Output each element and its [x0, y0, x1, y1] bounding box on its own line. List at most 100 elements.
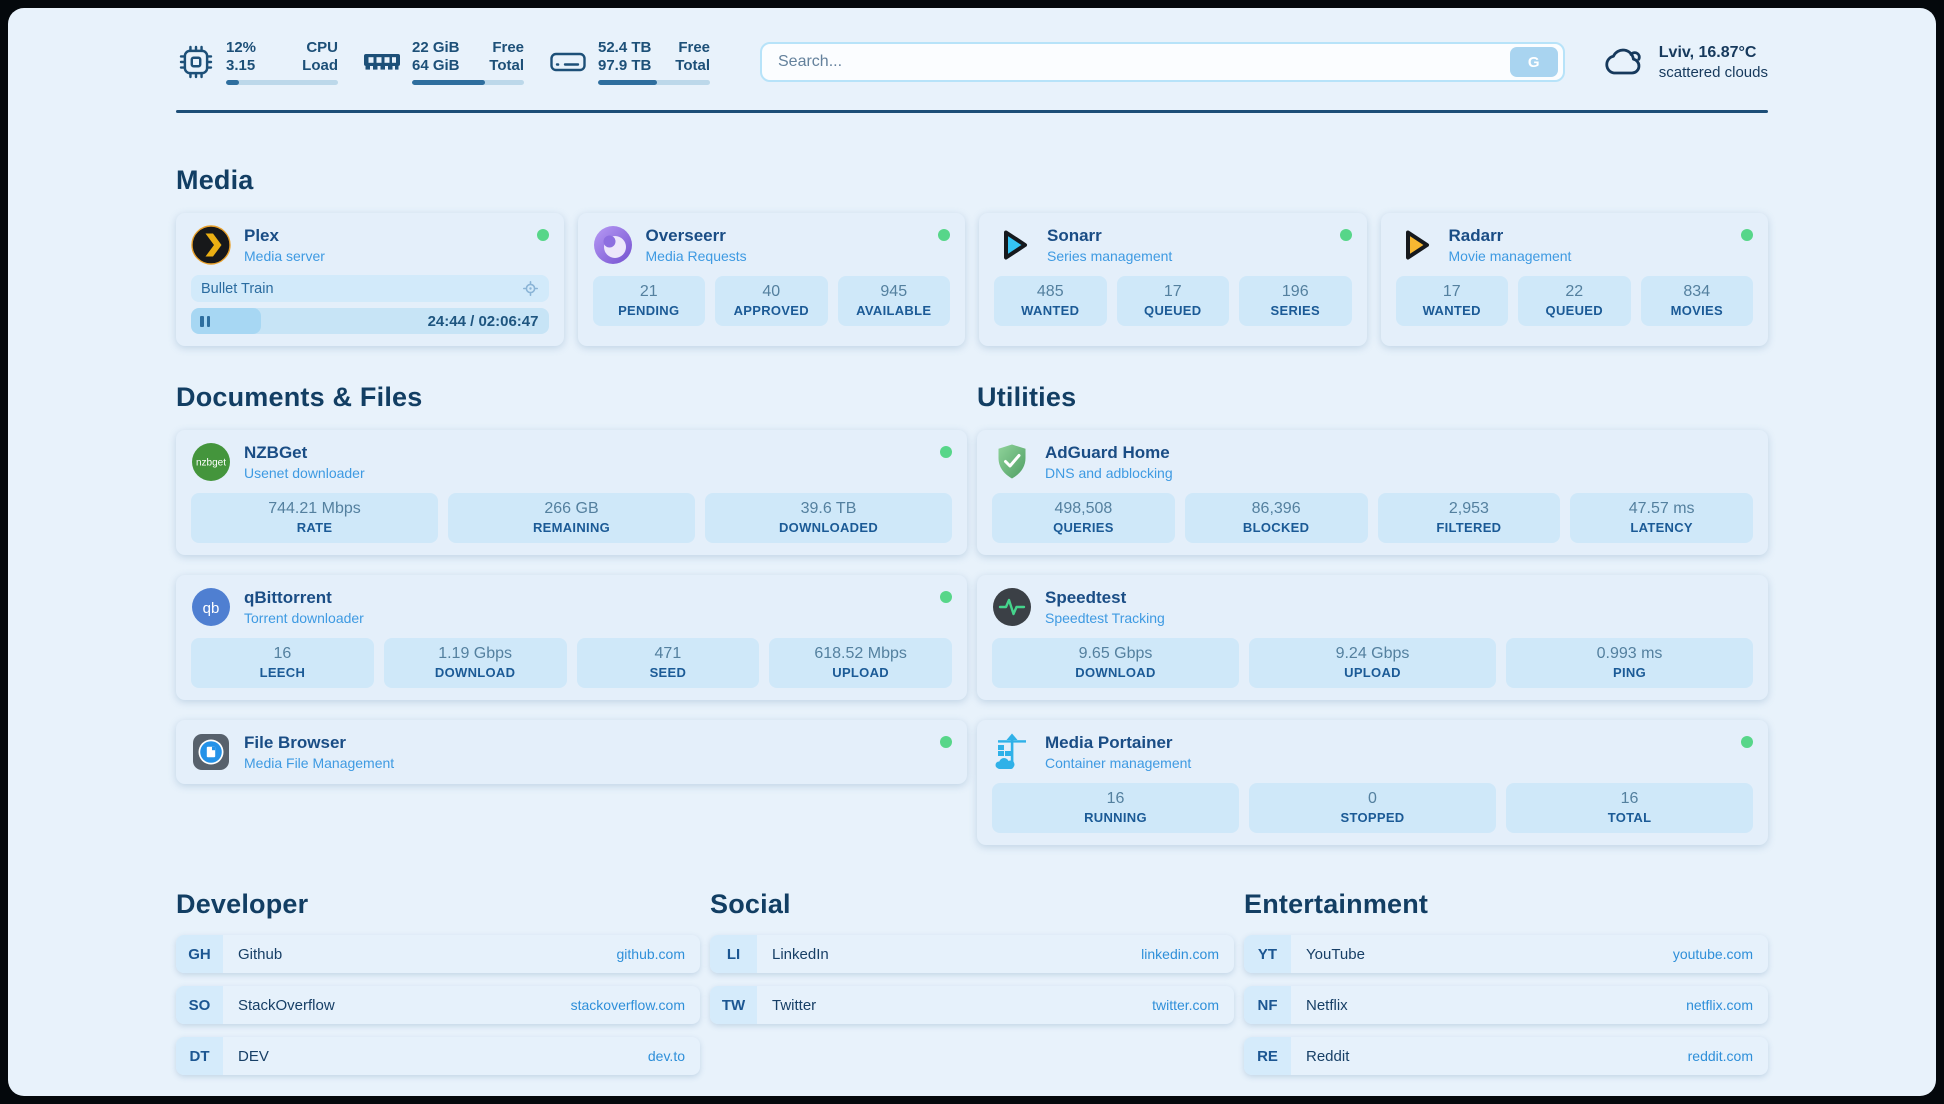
app-link-qbittorrent[interactable]: qb qBittorrent Torrent downloader: [191, 587, 952, 627]
stat-label: LEECH: [259, 665, 306, 680]
bookmark-abbr: DT: [176, 1037, 223, 1075]
app-link-plex[interactable]: Plex Media server: [191, 225, 549, 265]
stat-pill: 744.21 Mbps RATE: [191, 493, 438, 543]
status-dot-online: [1339, 229, 1352, 241]
bookmark-netflix[interactable]: NF Netflix netflix.com: [1244, 986, 1768, 1024]
stat-pill: 618.52 Mbps UPLOAD: [769, 638, 952, 688]
app-title: Overseerr: [645, 226, 726, 245]
stat-label: DOWNLOAD: [1075, 665, 1156, 680]
stat-pill: 498,508 QUERIES: [992, 493, 1175, 543]
bookmark-github[interactable]: GH Github github.com: [176, 935, 700, 973]
bookmark-abbr: NF: [1244, 986, 1291, 1024]
bookmark-url: linkedin.com: [1141, 946, 1219, 962]
bookmark-stackoverflow[interactable]: SO StackOverflow stackoverflow.com: [176, 986, 700, 1024]
bookmark-linkedin[interactable]: LI LinkedIn linkedin.com: [710, 935, 1234, 973]
stat-value: 1.19 Gbps: [438, 645, 513, 662]
stat-label: SERIES: [1270, 303, 1320, 318]
app-link-radarr[interactable]: Radarr Movie management: [1396, 225, 1753, 265]
overseerr-icon: [593, 225, 633, 265]
cpu-percent: 12%: [226, 39, 257, 56]
search-input[interactable]: [778, 53, 1510, 71]
stat-value: 9.24 Gbps: [1335, 645, 1410, 662]
status-dot-online: [940, 446, 952, 458]
search-provider-button[interactable]: G: [1509, 47, 1558, 77]
stat-pill: 40 APPROVED: [715, 276, 828, 326]
settings-icon[interactable]: [522, 280, 539, 297]
section-title-media: Media: [176, 165, 254, 195]
bookmark-reddit[interactable]: RE Reddit reddit.com: [1244, 1037, 1768, 1075]
app-link-nzbget[interactable]: nzbget NZBGet Usenet downloader: [191, 442, 952, 482]
section-title-entertainment: Entertainment: [1244, 889, 1429, 919]
playback-progress-bar: 24:44 / 02:06:47: [191, 308, 549, 334]
stat-label: QUEUED: [1545, 303, 1603, 318]
stat-label: WANTED: [1422, 303, 1481, 318]
stat-label: MOVIES: [1670, 303, 1723, 318]
stat-pill: 16 LEECH: [191, 638, 374, 688]
bookmark-name: StackOverflow: [238, 996, 335, 1014]
dashboard-page: 12% CPU 3.15 Load: [8, 8, 1936, 1096]
status-dot-online: [940, 591, 952, 603]
cpu-load-value: 3.15: [226, 57, 256, 74]
stat-label: QUEUED: [1144, 303, 1202, 318]
header-divider: [176, 110, 1768, 113]
status-dot-online: [938, 229, 950, 241]
app-card-adguard: AdGuard Home DNS and adblocking 498,508 …: [977, 430, 1768, 555]
bookmark-abbr: YT: [1244, 935, 1291, 973]
portainer-icon: [992, 732, 1032, 772]
stat-pill: 16 TOTAL: [1506, 783, 1753, 833]
stat-pill: 86,396 BLOCKED: [1184, 493, 1368, 543]
stat-pill: 471 SEED: [576, 638, 760, 688]
section-title-utilities: Utilities: [977, 382, 1077, 412]
stat-label: QUERIES: [1053, 520, 1114, 535]
app-link-filebrowser[interactable]: File Browser Media File Management: [191, 732, 952, 772]
disk-free-label: Free: [678, 39, 710, 56]
stat-pill: 266 GB REMAINING: [448, 493, 695, 543]
stat-label: PING: [1613, 665, 1646, 680]
app-card-qbittorrent: qb qBittorrent Torrent downloader: [176, 575, 967, 700]
stat-value: 0: [1368, 790, 1377, 807]
stat-pill: 39.6 TB DOWNLOADED: [705, 493, 952, 543]
stat-value: 266 GB: [544, 500, 599, 517]
app-link-sonarr[interactable]: Sonarr Series management: [994, 225, 1352, 265]
bookmark-dev[interactable]: DT DEV dev.to: [176, 1037, 700, 1075]
stat-value: 16: [273, 645, 292, 662]
stat-value: 834: [1683, 283, 1711, 300]
stat-label: AVAILABLE: [856, 303, 932, 318]
stat-value: 2,953: [1448, 500, 1489, 517]
stat-value: 485: [1036, 283, 1064, 300]
disk-total-value: 97.9 TB: [598, 57, 652, 74]
status-dot-online: [536, 229, 549, 241]
bookmark-url: stackoverflow.com: [570, 997, 685, 1013]
stat-label: REMAINING: [532, 520, 611, 535]
stat-value: 471: [654, 645, 682, 662]
stat-pill: 834 MOVIES: [1640, 276, 1753, 326]
section-title-social: Social: [710, 889, 791, 919]
bookmark-twitter[interactable]: TW Twitter twitter.com: [710, 986, 1234, 1024]
app-link-speedtest[interactable]: Speedtest Speedtest Tracking: [992, 587, 1753, 627]
now-playing-title: Bullet Train: [201, 280, 274, 297]
status-dot-online: [1741, 229, 1753, 241]
bookmark-abbr: TW: [710, 986, 757, 1024]
weather-widget: Lviv, 16.87°C scattered clouds: [1601, 43, 1768, 82]
disk-icon: [548, 42, 588, 82]
stat-pill: 16 RUNNING: [992, 783, 1239, 833]
adguard-icon: [992, 442, 1032, 482]
stat-value: 9.65 Gbps: [1078, 645, 1153, 662]
bookmark-youtube[interactable]: YT YouTube youtube.com: [1244, 935, 1768, 973]
app-subtitle: Series management: [1047, 248, 1173, 264]
cpu-label: CPU: [306, 39, 338, 56]
app-link-adguard[interactable]: AdGuard Home DNS and adblocking: [992, 442, 1753, 482]
qbittorrent-icon: qb: [191, 587, 231, 627]
stat-label: DOWNLOAD: [434, 665, 516, 680]
app-link-portainer[interactable]: Media Portainer Container management: [992, 732, 1753, 772]
radarr-icon: [1396, 225, 1436, 265]
stat-pill: 0.993 ms PING: [1506, 638, 1753, 688]
stat-value: 744.21 Mbps: [268, 500, 361, 517]
app-subtitle: Speedtest Tracking: [1045, 610, 1165, 626]
bookmark-url: twitter.com: [1152, 997, 1219, 1013]
pause-icon[interactable]: [200, 315, 210, 327]
bookmark-url: dev.to: [647, 1048, 685, 1064]
app-card-radarr: Radarr Movie management 17 WANTED 22 QUE…: [1380, 213, 1768, 346]
app-link-overseerr[interactable]: Overseerr Media Requests: [593, 225, 950, 265]
app-card-overseerr: Overseerr Media Requests 21 PENDING 40 A…: [577, 213, 965, 346]
